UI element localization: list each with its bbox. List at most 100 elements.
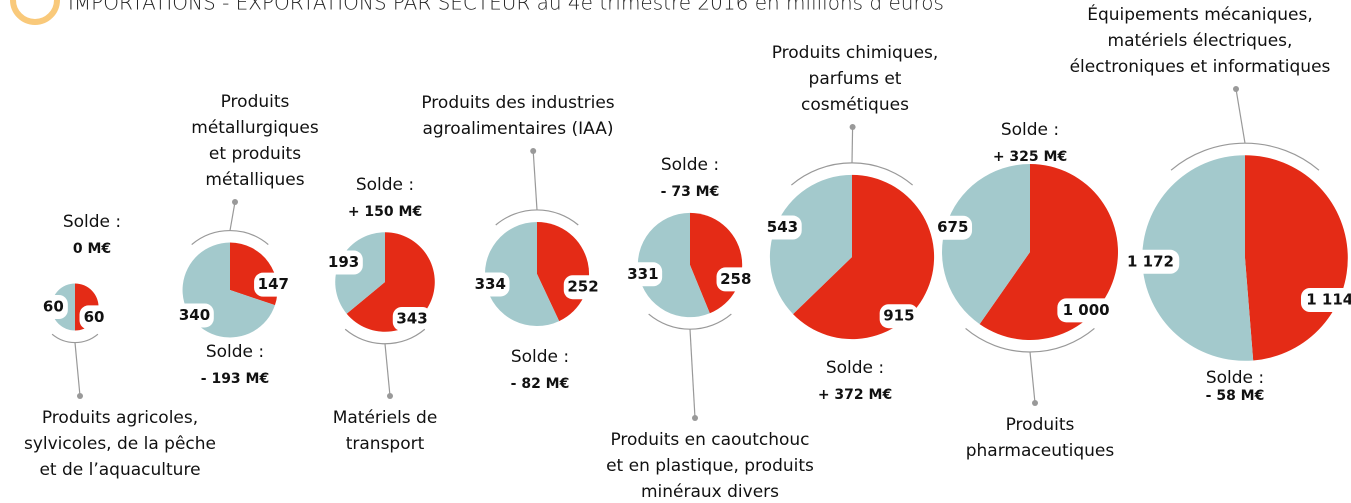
value-label: 1 000	[1063, 301, 1110, 319]
pie-slice	[1142, 155, 1254, 361]
solde-value: - 193 M€	[201, 371, 269, 387]
solde-value: - 58 M€	[1206, 388, 1265, 404]
pie-chart: 1 000 675 Produits pharmaceutiques Solde : + …	[933, 120, 1118, 461]
arc	[790, 162, 914, 186]
pie-slice	[793, 174, 935, 340]
sector-label: métallurgiques	[191, 118, 319, 138]
solde-label: Solde :	[356, 175, 414, 195]
sector-label: minéraux divers	[641, 482, 779, 502]
solde-label: Solde :	[826, 358, 884, 378]
sector-label: et de l’aquaculture	[39, 460, 200, 480]
sector-label: matériels électriques,	[1108, 31, 1293, 51]
value-label: 543	[767, 218, 798, 236]
pie-chart: 343 193 Matériels de transport Solde : + 150 …	[324, 175, 437, 454]
leader-dot	[387, 393, 393, 399]
pie-slice	[637, 212, 710, 318]
solde-label: Solde :	[63, 212, 121, 232]
value-label-box	[79, 305, 109, 330]
value-label: 343	[396, 309, 427, 327]
solde-label: Solde :	[511, 347, 569, 367]
value-label-box	[563, 275, 603, 300]
sector-label: parfums et	[809, 69, 902, 89]
value-label: 258	[720, 270, 751, 288]
logo	[10, 0, 60, 25]
value-label-box	[175, 303, 214, 328]
sector-label: électroniques et informatiques	[1070, 57, 1331, 77]
value-label-box	[254, 272, 293, 297]
pie-slice	[979, 164, 1118, 340]
value-label: 675	[937, 218, 968, 236]
value-label: 60	[84, 308, 105, 326]
arc	[648, 313, 732, 330]
arc	[965, 328, 1095, 353]
value-label: 1 172	[1127, 252, 1174, 270]
pie-chart: 252 334 Produits des industries agroaliment…	[421, 93, 614, 392]
pie-slice	[346, 232, 435, 332]
solde-value: - 82 M€	[511, 376, 570, 392]
value-label-box	[716, 267, 756, 292]
leader-dot	[849, 124, 856, 130]
sector-label: Produits des industries	[421, 93, 614, 113]
value-label: 1 114	[1306, 290, 1351, 308]
sector-label: et produits	[209, 144, 301, 164]
value-label: 334	[475, 275, 506, 293]
arc	[1170, 142, 1320, 171]
pie-slice	[484, 221, 560, 327]
sector-label: Équipements mécaniques,	[1087, 3, 1313, 25]
value-label-box	[1121, 249, 1180, 274]
solde-value: + 325 M€	[993, 149, 1067, 165]
value-label-box	[1057, 298, 1115, 323]
sector-label: Produits	[1006, 415, 1075, 435]
leader-dot	[530, 148, 537, 154]
sector-label: Produits agricoles,	[42, 408, 198, 428]
leader-dot	[1032, 400, 1038, 406]
pie-chart: 1 114 1 172 Équipements mécaniques, matérie…	[1070, 3, 1351, 404]
leader-dot	[77, 393, 83, 399]
page-title: IMPORTATIONS - EXPORTATIONS PAR SECTEUR …	[68, 0, 944, 15]
value-label: 193	[328, 253, 359, 271]
leader-dot	[1233, 86, 1239, 92]
solde-value: 0 M€	[73, 241, 111, 257]
pie-chart: 915 543 Produits chimiques, parfums et cosmé…	[763, 43, 938, 403]
value-label-box	[623, 262, 663, 287]
sector-label: sylvicoles, de la pêche	[24, 434, 216, 454]
sector-label: pharmaceutiques	[966, 441, 1115, 461]
value-label: 915	[883, 307, 914, 325]
sector-label: agroalimentaires (IAA)	[422, 119, 613, 139]
solde-label: Solde :	[1206, 368, 1264, 388]
arc	[191, 230, 269, 245]
sector-label: et en plastique, produits	[606, 456, 814, 476]
value-label: 340	[179, 306, 210, 324]
value-label: 147	[258, 275, 289, 293]
value-label: 60	[43, 298, 64, 316]
sector-label: Produits chimiques,	[772, 43, 939, 63]
value-label: 331	[627, 265, 658, 283]
pie-slice	[1245, 155, 1348, 361]
sector-label: transport	[346, 434, 425, 454]
leader-dot	[692, 415, 698, 421]
value-label-box	[324, 250, 363, 275]
pie-chart: 147 340 Produits métallurgiques et produits m…	[175, 92, 319, 387]
solde-label: Solde :	[1001, 120, 1059, 140]
pie-chart: 258 331 Produits en caoutchouc et en plasti…	[606, 155, 814, 502]
leader-line	[74, 342, 81, 397]
sector-label: métalliques	[205, 170, 304, 190]
solde-value: + 372 M€	[818, 387, 892, 403]
sector-label: Produits en caoutchouc	[610, 430, 809, 450]
leader-line	[851, 126, 854, 163]
solde-value: + 150 M€	[348, 204, 422, 220]
sector-label: cosmétiques	[801, 95, 909, 115]
solde-label: Solde :	[206, 342, 264, 362]
arc	[51, 333, 99, 344]
sector-label: Produits	[221, 92, 290, 112]
sector-label: Matériels de	[333, 408, 438, 428]
value-label: 252	[567, 278, 598, 296]
solde-label: Solde :	[661, 155, 719, 175]
leader-dot	[232, 199, 238, 205]
pie-slice	[942, 164, 1030, 325]
value-label-box	[763, 215, 802, 240]
value-label-box	[392, 306, 432, 331]
solde-value: - 73 M€	[661, 184, 720, 200]
leader-line	[1235, 88, 1246, 144]
